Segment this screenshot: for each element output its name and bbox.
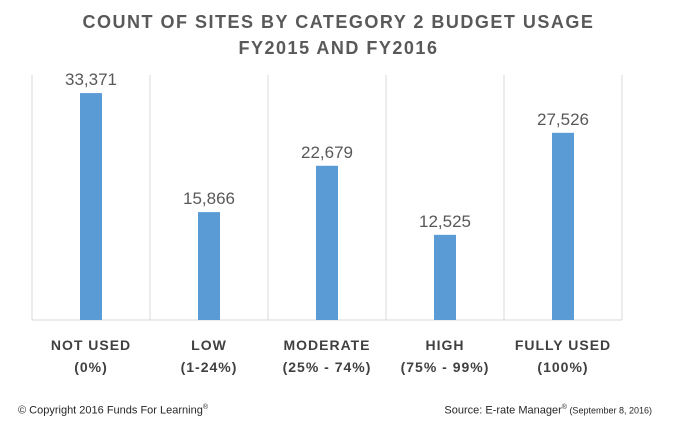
- category-range-label: (1-24%): [181, 359, 238, 375]
- bar: [80, 93, 102, 320]
- chart-title-line-1: COUNT OF SITES BY CATEGORY 2 BUDGET USAG…: [82, 12, 595, 32]
- category-range-label: (75% - 99%): [401, 359, 490, 375]
- category-label: HIGH: [426, 337, 465, 353]
- category-label: LOW: [191, 337, 227, 353]
- data-label: 33,371: [65, 70, 117, 89]
- source-label: Source: E-rate Manager: [444, 404, 562, 417]
- copyright-registered-mark: ®: [202, 404, 208, 411]
- data-label: 27,526: [537, 110, 589, 129]
- category-range-label: (25% - 74%): [283, 359, 372, 375]
- copyright-label: © Copyright 2016 Funds For Learning: [18, 404, 203, 417]
- data-label: 22,679: [301, 143, 353, 162]
- category-range-label: (100%): [537, 359, 588, 375]
- bar: [316, 165, 338, 320]
- chart-title-line-2: FY2015 AND FY2016: [238, 38, 439, 58]
- copyright-text: © Copyright 2016 Funds For Learning®: [18, 404, 208, 417]
- category-label: FULLY USED: [515, 337, 611, 353]
- source-registered-mark: ®: [561, 404, 567, 411]
- source-date: (September 8, 2016): [566, 405, 652, 416]
- data-label: 12,525: [419, 212, 471, 231]
- bar: [552, 132, 574, 320]
- category-range-label: (0%): [74, 359, 108, 375]
- bar: [434, 234, 456, 320]
- bar: [198, 212, 220, 320]
- source-text: Source: E-rate Manager® (September 8, 20…: [444, 404, 652, 417]
- data-label: 15,866: [183, 189, 235, 208]
- category-label: NOT USED: [51, 337, 131, 353]
- category-label: MODERATE: [283, 337, 370, 353]
